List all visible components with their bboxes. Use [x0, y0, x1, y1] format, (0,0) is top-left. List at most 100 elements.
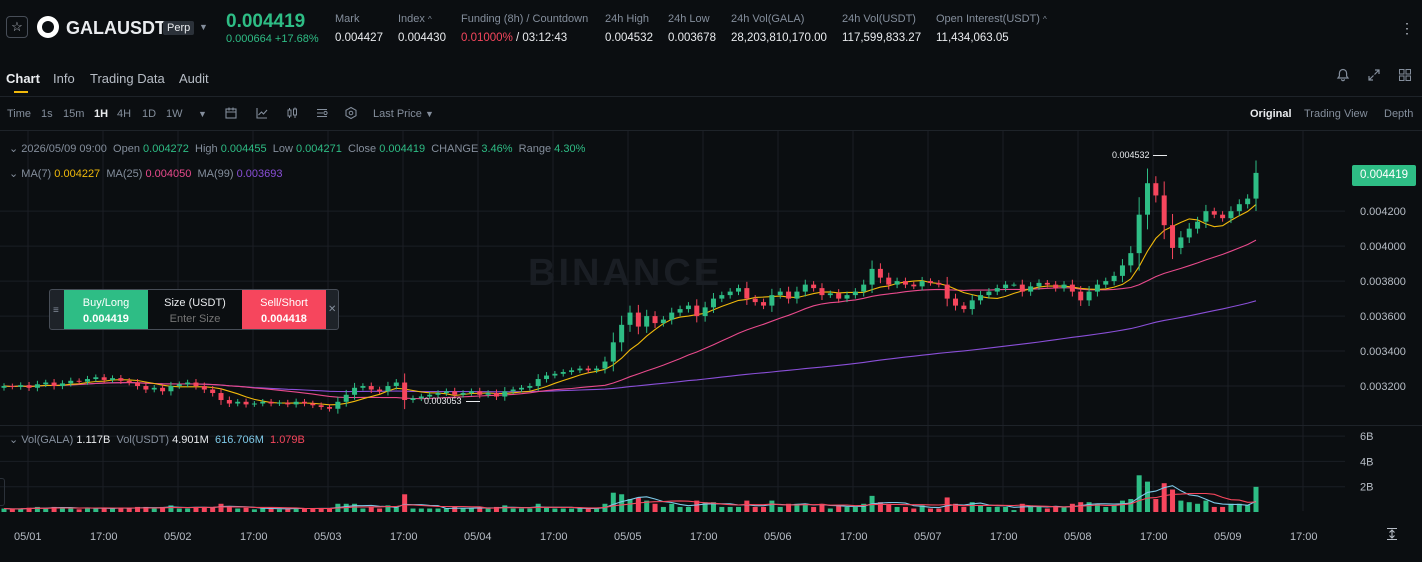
volume-bar [477, 506, 483, 512]
low-marker-label: 0.003053 [424, 396, 462, 406]
tab-chart[interactable]: Chart [6, 71, 40, 86]
view-original[interactable]: Original [1250, 108, 1292, 120]
volume-bar [1195, 503, 1201, 512]
interval-time-label[interactable]: Time [7, 108, 32, 120]
volume-bar [986, 506, 992, 512]
interval-dropdown-chevron-icon[interactable]: ▼ [198, 109, 207, 119]
candle-body [493, 393, 499, 397]
volume-bar [585, 508, 591, 512]
tab-trading-data[interactable]: Trading Data [90, 71, 165, 86]
24h-low-value: 0.003678 [668, 32, 716, 44]
volume-bar [1161, 483, 1167, 512]
price-axis: 0.004200 0.004000 0.003800 0.003600 0.003400… [1360, 206, 1406, 494]
view-depth[interactable]: Depth [1384, 108, 1414, 120]
candle-body [619, 324, 625, 343]
layout-grid-icon[interactable] [1398, 68, 1412, 85]
volume-bar [1220, 506, 1226, 512]
candle-body [827, 293, 833, 296]
candle-body [886, 277, 892, 285]
interval-1w[interactable]: 1W [166, 108, 183, 120]
volume-bar [468, 508, 474, 512]
candle-body [251, 403, 257, 405]
candle-type-icon[interactable] [285, 106, 299, 123]
volume-bar [652, 503, 658, 512]
toolbar-divider [0, 130, 1422, 131]
volume-bar [235, 508, 241, 512]
volume-bar [1069, 503, 1075, 512]
candle-body [1186, 228, 1192, 238]
candle-body [919, 281, 925, 287]
candle-body [110, 378, 116, 380]
volume-legend[interactable]: ⌄ Vol(GALA) 1.117B Vol(USDT) 4.901M 616.… [9, 434, 305, 446]
candle-body [460, 393, 466, 395]
axis-settings-icon[interactable] [1385, 527, 1399, 544]
close-widget-icon[interactable]: ✕ [328, 304, 337, 315]
x-tick-label: 05/09 [1214, 531, 1242, 543]
high-marker-line [1153, 155, 1167, 156]
volume-bar [1144, 481, 1150, 512]
volume-bar [877, 502, 883, 512]
symbol-name[interactable]: GALAUSDT [66, 18, 166, 38]
indicator-chart-icon[interactable] [255, 106, 269, 123]
fullscreen-expand-icon[interactable] [1367, 68, 1381, 85]
volume-bar [393, 506, 399, 512]
candlestick-chart[interactable]: 0.004200 0.004000 0.003800 0.003600 0.003400… [0, 131, 1422, 562]
x-tick-label: 05/05 [614, 531, 642, 543]
drawing-tools-icon[interactable] [344, 106, 358, 123]
candle-body [427, 394, 433, 397]
candle-body [226, 400, 232, 404]
candle-body [1011, 284, 1017, 286]
open-interest-label[interactable]: Open Interest(USDT) ^ [936, 13, 1047, 25]
candle-body [777, 291, 783, 296]
active-tab-indicator [14, 91, 28, 93]
candle-body [1086, 291, 1092, 301]
interval-15m[interactable]: 15m [63, 108, 85, 120]
price-alert-bell-icon[interactable] [1336, 68, 1350, 85]
volume-bar [610, 492, 616, 512]
candle-body [869, 268, 875, 285]
volume-bar [685, 506, 691, 512]
drag-handle-icon[interactable]: ≡ [53, 305, 59, 316]
candle-body [652, 316, 658, 324]
volume-bar [126, 508, 132, 512]
candle-body [360, 386, 366, 388]
index-price-label[interactable]: Index ^ [398, 13, 432, 25]
volume-bar [218, 503, 224, 512]
interval-1s[interactable]: 1s [41, 108, 53, 120]
tab-audit[interactable]: Audit [179, 71, 209, 86]
volume-bar [627, 499, 633, 512]
favorite-star-icon[interactable]: ☆ [6, 16, 28, 38]
interval-1d[interactable]: 1D [142, 108, 157, 120]
candle-body [293, 401, 299, 405]
volume-bar [852, 506, 858, 512]
more-options-icon[interactable]: ⋮ [1400, 20, 1415, 36]
ma-collapse-chevron-icon: ⌄ [9, 168, 19, 180]
x-tick-label: 17:00 [840, 531, 868, 543]
chart-settings-icon[interactable] [315, 106, 329, 123]
price-type-select[interactable]: Last Price ▼ [373, 108, 434, 120]
candle-body [210, 389, 216, 394]
current-price-tag: 0.004419 [1352, 165, 1416, 186]
symbol-dropdown-chevron-icon[interactable]: ▼ [199, 22, 208, 32]
candle-body [727, 291, 733, 296]
volume-bar [635, 497, 641, 512]
calendar-icon[interactable] [224, 106, 238, 123]
candle-body [243, 401, 249, 405]
view-trading-view[interactable]: Trading View [1304, 108, 1368, 120]
sell-short-button[interactable]: Sell/Short 0.004418 [242, 290, 326, 329]
buy-long-button[interactable]: Buy/Long 0.004419 [64, 290, 148, 329]
volume-bar [710, 502, 716, 512]
side-panel-handle[interactable] [0, 478, 5, 506]
mark-price-label: Mark [335, 13, 360, 25]
mark-price-value: 0.004427 [335, 32, 383, 44]
size-input[interactable] [155, 313, 235, 325]
volume-bar [210, 506, 216, 512]
interval-1h[interactable]: 1H [94, 108, 109, 120]
volume-bar [1203, 500, 1209, 512]
candle-body [994, 288, 1000, 292]
volume-bar [402, 494, 408, 512]
tab-info[interactable]: Info [53, 71, 75, 86]
candle-body [585, 368, 591, 371]
ma-legend[interactable]: ⌄ MA(7) 0.004227 MA(25) 0.004050 MA(99) … [9, 168, 283, 180]
interval-4h[interactable]: 4H [117, 108, 132, 120]
